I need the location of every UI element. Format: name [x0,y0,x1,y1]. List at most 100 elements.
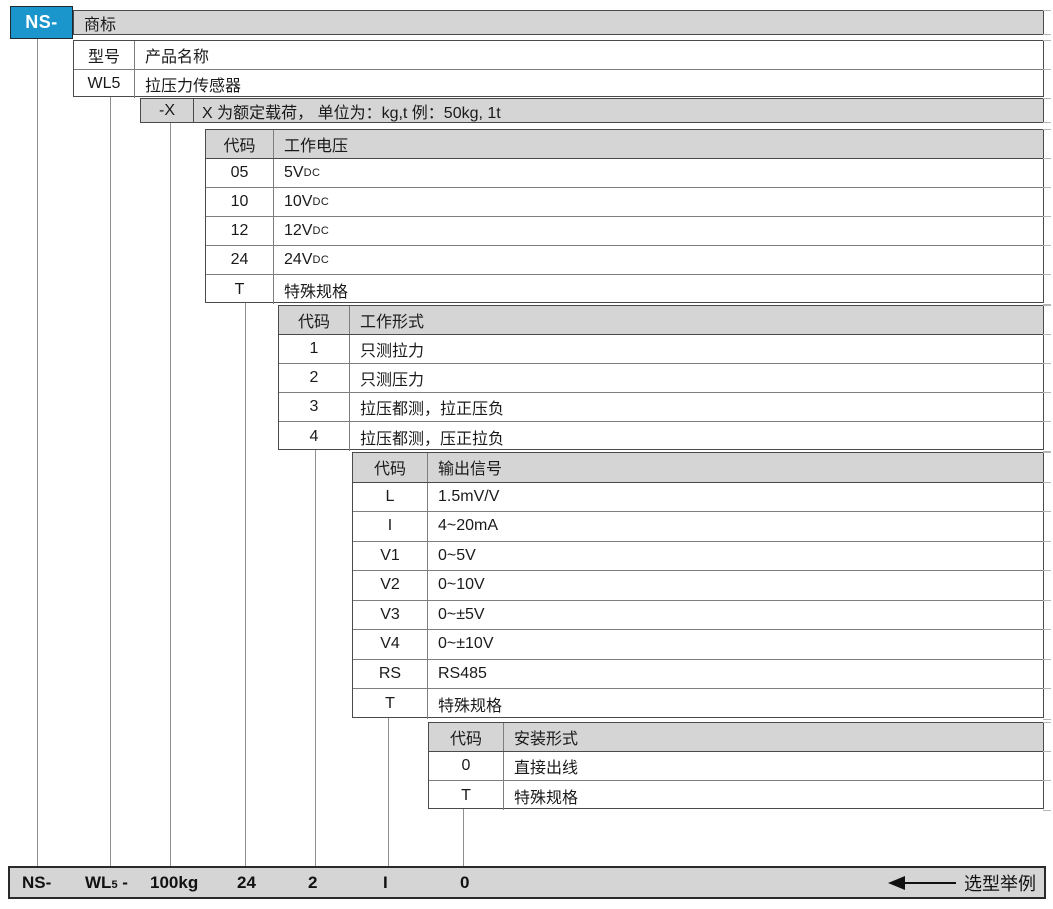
model-name: 拉压力传感器 [145,77,242,95]
signal-desc: 4~20mA [438,517,499,535]
example-item-signal: I [383,872,388,892]
voltage-value: 5V DC [274,159,1043,187]
voltage-value-unit: DC [312,254,330,266]
mode-header-label: 工作形式 [360,314,425,331]
example-item-load: 100kg [150,872,199,892]
table-header-row: 代码 工作形式 [279,306,1051,335]
table-row: 3 拉压都测，拉正压负 [279,393,1051,422]
voltage-value: 12V DC [274,217,1043,245]
table-row: 05 5V DC [206,159,1051,188]
trademark-label: 商标 [84,16,117,34]
brand-code-box: NS- [10,6,73,39]
signal-code: I [353,512,428,541]
signal-desc: 特殊规格 [438,697,503,715]
voltage-value-unit: DC [303,167,321,179]
signal-desc: 0~±10V [438,635,494,653]
table-row: V3 0~±5V [353,600,1051,630]
signal-desc: 0~±5V [438,605,485,623]
connector-line-brand [37,39,38,866]
signal-code: T [353,689,428,719]
example-item-mount: 0 [460,872,470,892]
table-row: T 特殊规格 [206,275,1051,305]
voltage-value-main: 10V [284,193,313,210]
table-header-row: 代码 工作电压 [206,130,1051,159]
voltage-value-main: 24V [284,251,313,268]
table-row: 12 12V DC [206,217,1051,246]
model-header-code: 型号 [74,41,135,69]
mode-desc: 拉压都测，压正拉负 [360,430,505,448]
table-row: 2 只测压力 [279,364,1051,393]
voltage-header-code: 代码 [206,130,274,158]
example-item-model: WL5 - [85,872,128,892]
signal-desc: 0~10V [438,576,485,594]
signal-code: RS [353,659,428,688]
connector-line-voltage [245,303,246,866]
brand-code: NS- [25,12,58,32]
mount-header-code: 代码 [429,723,504,751]
voltage-code: 10 [206,188,274,216]
model-code: WL5 [74,69,135,98]
selection-example-label: 选型举例 [964,873,1036,894]
voltage-table: 代码 工作电压 05 5V DC 10 10V DC 12 12V DC 24 24V… [205,129,1051,305]
mode-code: 2 [279,364,350,392]
voltage-code: 05 [206,159,274,187]
voltage-value: 特殊规格 [274,275,1043,304]
voltage-value: 24V DC [274,246,1043,274]
signal-desc: 1.5mV/V [438,487,500,505]
connector-line-mount [463,808,464,866]
mount-desc: 直接出线 [514,760,579,777]
signal-table: 代码 输出信号 L 1.5mV/V I 4~20mA V1 0~5V V2 0~… [352,452,1051,719]
table-row: T 特殊规格 [429,781,1051,811]
arrow-head [888,875,905,890]
mount-desc: 特殊规格 [514,789,579,807]
signal-header-label: 输出信号 [438,461,503,479]
signal-code: V1 [353,541,428,570]
table-header-row: 代码 输出信号 [353,453,1051,483]
voltage-code: 24 [206,246,274,274]
mount-table: 代码 安装形式 0 直接出线 T 特殊规格 [428,722,1051,811]
table-row: V4 0~±10V [353,630,1051,660]
left-arrow-icon [888,875,956,890]
mount-code: T [429,781,504,810]
arrow-tail [904,881,956,884]
table-row: 0 直接出线 [429,752,1051,781]
example-item-mode: 2 [308,872,318,892]
voltage-value-main: 5V [284,164,304,181]
table-row: 型号 产品名称 [74,41,1051,70]
voltage-value-main: 12V [284,222,313,239]
voltage-value-main: 特殊规格 [284,283,349,301]
table-header-row: 代码 安装形式 [429,723,1051,752]
signal-code: V2 [353,571,428,600]
voltage-header-label: 工作电压 [284,138,349,155]
signal-desc: 0~5V [438,546,476,564]
voltage-value-unit: DC [312,225,330,237]
voltage-code: 12 [206,217,274,245]
table-row: 4 拉压都测，压正拉负 [279,422,1051,452]
mode-header-code: 代码 [279,306,350,334]
mode-table: 代码 工作形式 1 只测拉力 2 只测压力 3 拉压都测，拉正压负 4 拉压都测… [278,305,1051,452]
table-row: V1 0~5V [353,541,1051,571]
voltage-value: 10V DC [274,188,1043,216]
signal-header-code: 代码 [353,453,428,482]
model-header-label: 产品名称 [145,48,210,66]
table-row: T 特殊规格 [353,689,1051,719]
mode-desc: 只测压力 [360,372,425,389]
voltage-value-unit: DC [312,196,330,208]
connector-line-model [110,97,111,866]
signal-code: L [353,482,428,511]
connector-line-signal [388,717,389,866]
mode-code: 4 [279,422,350,451]
table-row: V2 0~10V [353,571,1051,601]
mode-code: 3 [279,393,350,421]
table-row: 1 只测拉力 [279,335,1051,364]
rated-load-row: -X X 为额定载荷， 单位为：kg,t 例：50kg, 1t [140,98,1051,123]
mode-desc: 拉压都测，拉正压负 [360,401,505,418]
connector-line-mode [315,450,316,866]
example-bar: NS- WL5 - 100kg 24 2 I 0 选型举例 [8,866,1046,899]
example-item-brand: NS- [22,872,52,892]
trademark-row: 商标 [73,10,1051,35]
table-row: 10 10V DC [206,188,1051,217]
example-item-voltage: 24 [237,872,256,892]
table-row: I 4~20mA [353,512,1051,542]
